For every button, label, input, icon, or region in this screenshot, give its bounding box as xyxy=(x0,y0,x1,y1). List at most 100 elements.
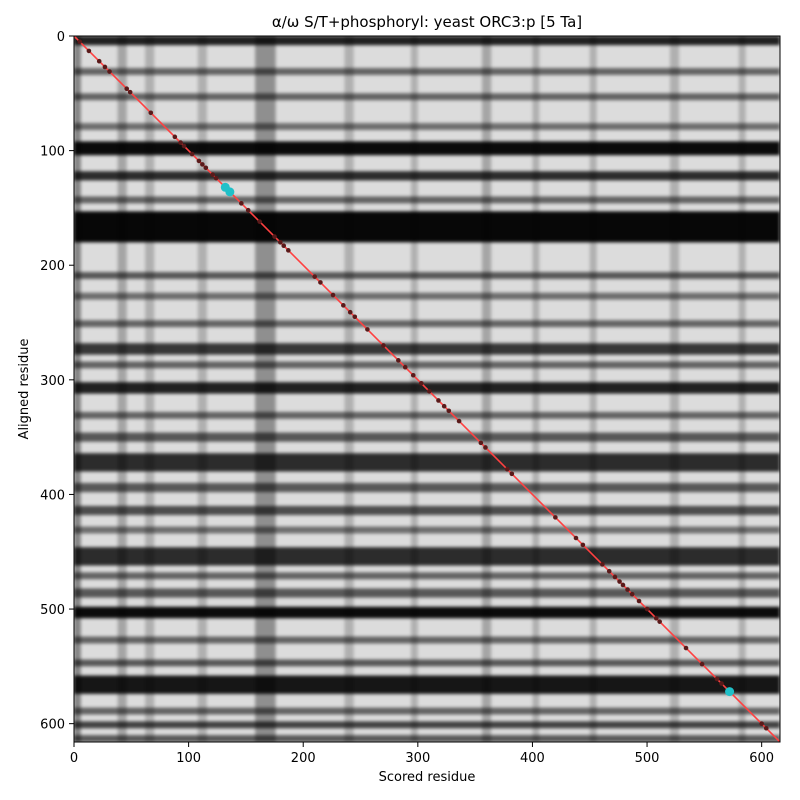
alignment-point-15 xyxy=(210,172,215,177)
row-band-16 xyxy=(74,453,780,472)
row-band-21 xyxy=(74,572,780,580)
alignment-point-18 xyxy=(245,207,251,213)
alignment-point-25 xyxy=(318,280,323,285)
y-tick-label-100: 100 xyxy=(40,145,65,160)
heatmap-row-bands xyxy=(74,36,780,742)
heatmap-column-bands xyxy=(74,36,746,742)
column-band-7 xyxy=(482,36,492,742)
row-band-9 xyxy=(74,292,780,300)
alignment-point-42 xyxy=(483,445,488,450)
chart-title: α/ω S/T+phosphoryl: yeast ORC3:p [5 Ta] xyxy=(272,13,582,31)
row-band-25 xyxy=(74,659,780,667)
column-band-11 xyxy=(738,36,746,742)
heatmap-area xyxy=(74,36,780,742)
alignment-point-9 xyxy=(178,140,183,145)
column-band-2 xyxy=(145,36,155,742)
alignment-point-63 xyxy=(759,721,764,726)
alignment-point-46 xyxy=(573,535,579,541)
x-axis-title: Scored residue xyxy=(379,770,476,785)
highlight-point-1 xyxy=(225,187,235,197)
alignment-point-21 xyxy=(277,239,283,245)
column-band-1 xyxy=(117,36,127,742)
row-band-2 xyxy=(74,93,780,101)
row-band-6 xyxy=(74,196,780,204)
alignment-point-36 xyxy=(426,388,432,394)
y-axis-title: Aligned residue xyxy=(17,339,32,440)
plot-frame xyxy=(73,35,781,743)
x-tick-label-200: 200 xyxy=(291,751,316,766)
column-band-9 xyxy=(589,36,597,742)
column-band-10 xyxy=(669,36,680,742)
column-band-6 xyxy=(410,36,418,742)
alignment-point-16 xyxy=(213,175,219,181)
column-band-0 xyxy=(74,36,81,742)
alignment-point-54 xyxy=(629,591,635,597)
alignment-point-33 xyxy=(402,364,408,370)
row-band-24 xyxy=(74,636,780,644)
alignment-point-47 xyxy=(580,542,586,548)
alignment-point-61 xyxy=(714,676,720,682)
row-band-23 xyxy=(74,606,780,619)
alignment-point-41 xyxy=(478,440,484,446)
alignment-point-40 xyxy=(456,418,462,424)
alignment-point-35 xyxy=(418,380,424,386)
alignment-point-23 xyxy=(286,248,291,253)
alignment-point-31 xyxy=(381,343,386,348)
row-band-29 xyxy=(74,735,780,742)
alignment-point-4 xyxy=(107,69,112,74)
row-band-5 xyxy=(74,171,780,181)
alignment-points xyxy=(77,39,769,731)
column-band-3 xyxy=(197,36,207,742)
row-band-26 xyxy=(74,675,780,694)
row-band-13 xyxy=(74,382,780,394)
alignment-point-24 xyxy=(312,274,317,279)
alignment-point-60 xyxy=(699,661,705,667)
alignment-point-39 xyxy=(446,408,452,414)
row-band-1 xyxy=(74,68,780,75)
column-band-4 xyxy=(255,36,276,742)
alignment-point-10 xyxy=(181,143,187,149)
column-band-8 xyxy=(532,36,540,742)
alignment-point-1 xyxy=(86,48,92,54)
alignment-point-20 xyxy=(272,234,277,239)
row-band-3 xyxy=(74,123,780,130)
alignment-point-51 xyxy=(617,579,622,584)
highlight-point-2 xyxy=(725,687,735,697)
row-band-18 xyxy=(74,505,780,516)
alignment-point-55 xyxy=(636,598,642,604)
alignment-point-26 xyxy=(330,292,336,298)
alignment-point-64 xyxy=(763,725,769,731)
alignment-point-27 xyxy=(341,303,346,308)
alignment-point-3 xyxy=(102,64,108,70)
alignment-point-56 xyxy=(644,606,650,612)
row-band-17 xyxy=(74,482,780,493)
alignment-point-53 xyxy=(625,587,630,592)
alignment-point-50 xyxy=(612,574,618,580)
alignment-point-49 xyxy=(606,568,612,574)
x-tick-label-100: 100 xyxy=(176,751,201,766)
alignment-point-6 xyxy=(127,89,133,95)
alignment-point-0 xyxy=(77,39,83,45)
row-band-12 xyxy=(74,361,780,369)
alignment-point-52 xyxy=(620,582,626,588)
alignment-point-19 xyxy=(257,219,262,224)
alignment-point-28 xyxy=(347,309,353,315)
row-band-14 xyxy=(74,411,780,419)
row-band-27 xyxy=(74,707,780,715)
alignment-point-5 xyxy=(124,86,130,92)
y-tick-label-300: 300 xyxy=(40,374,65,389)
row-band-28 xyxy=(74,721,780,729)
alignment-point-14 xyxy=(203,165,209,171)
alignment-point-30 xyxy=(365,327,370,332)
x-tick-label-600: 600 xyxy=(749,751,774,766)
x-tick-label-400: 400 xyxy=(520,751,545,766)
alignment-point-45 xyxy=(553,515,558,520)
column-band-5 xyxy=(344,36,354,742)
y-tick-label-0: 0 xyxy=(57,30,65,45)
row-band-7 xyxy=(74,211,780,243)
row-band-22 xyxy=(74,588,780,598)
alignment-point-13 xyxy=(200,162,205,167)
x-tick-label-500: 500 xyxy=(635,751,660,766)
y-tick-label-200: 200 xyxy=(40,259,65,274)
